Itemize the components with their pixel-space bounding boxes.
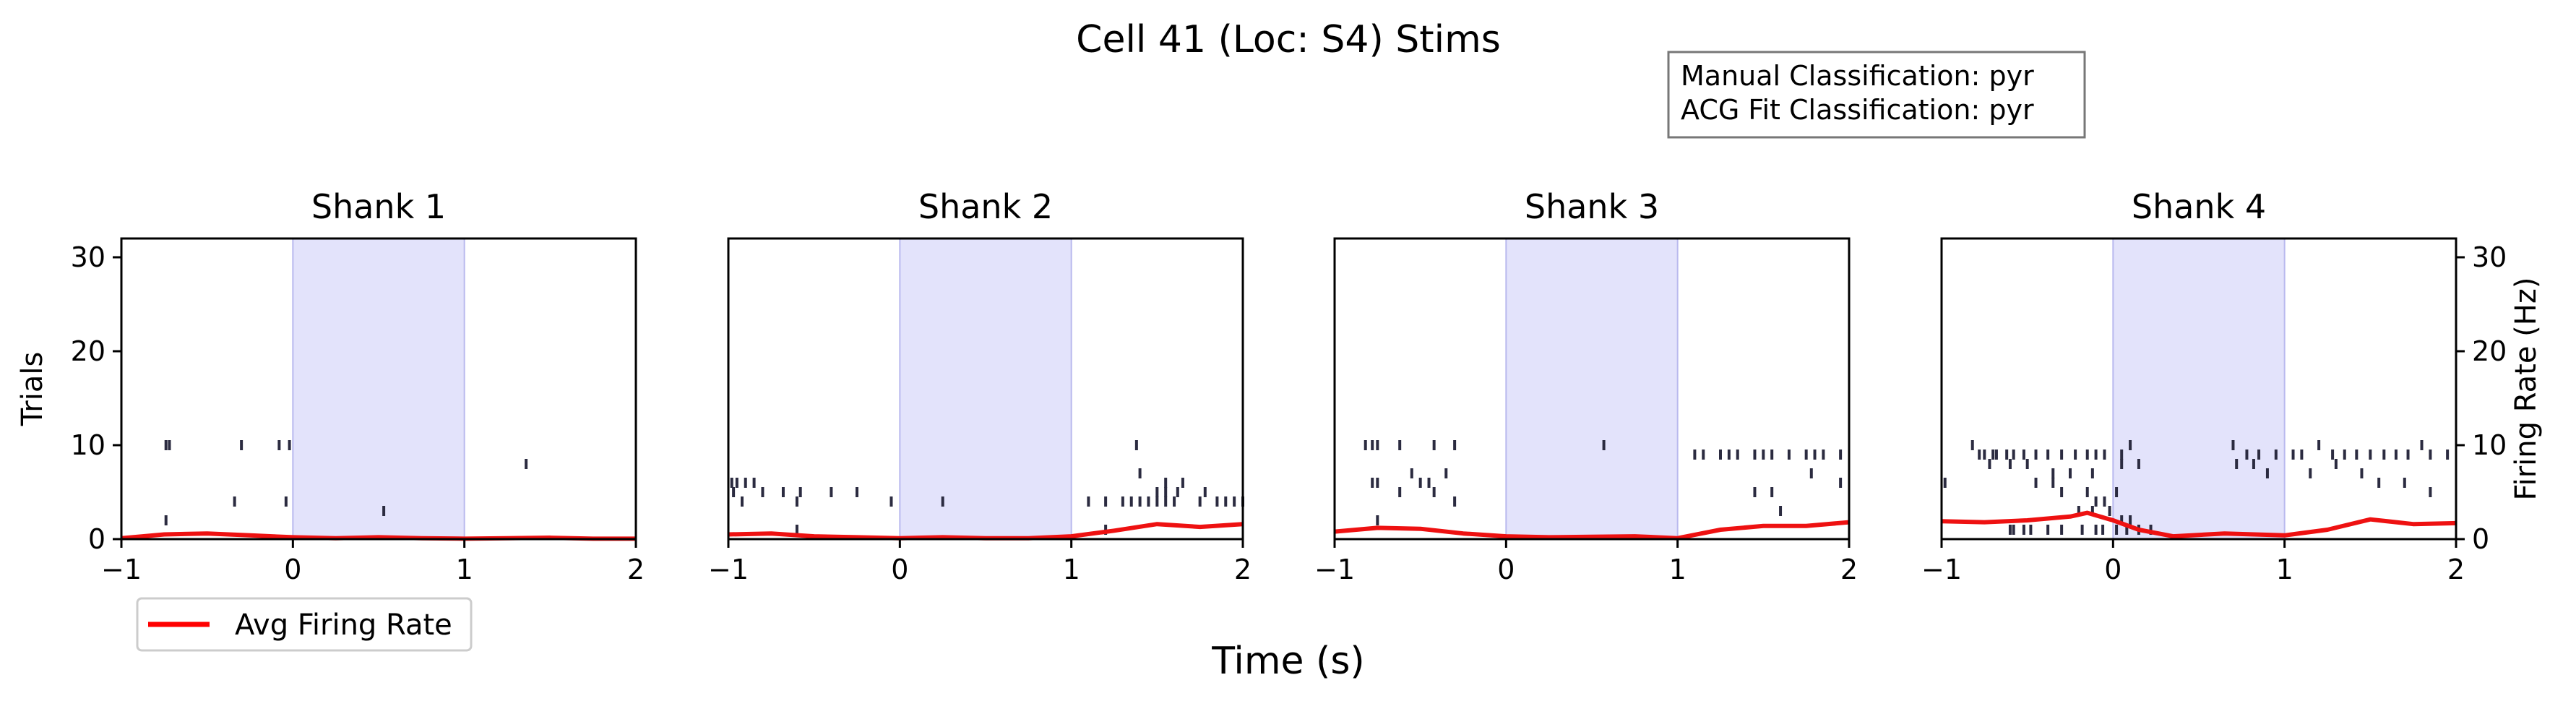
shank-1-title: Shank 1 <box>311 187 446 226</box>
y-tick-label: 10 <box>71 429 105 461</box>
axes-frame <box>1940 237 2457 541</box>
x-tick-label: 2 <box>1840 554 1858 585</box>
shank-2-panel: Shank 2 −1 0 1 2 <box>708 187 1252 585</box>
y-tick-label: 20 <box>2472 335 2507 367</box>
y-tick-label: 0 <box>2472 523 2489 555</box>
shank-3-panel: Shank 3 −1 0 1 2 <box>1314 187 1858 585</box>
x-tick-label: −1 <box>101 554 142 585</box>
x-tick-label: 0 <box>2104 554 2121 585</box>
x-tick-label: 1 <box>1669 554 1687 585</box>
axes-frame <box>727 237 1244 541</box>
stim-window <box>1506 238 1678 539</box>
y-tick-label: 10 <box>2472 429 2507 461</box>
shank-2-title: Shank 2 <box>918 187 1053 226</box>
trials-axis-label: Trials <box>16 352 49 427</box>
y-tick-label: 20 <box>71 335 105 367</box>
x-axis-label: Time (s) <box>1211 640 1364 683</box>
x-tick-label: 0 <box>891 554 908 585</box>
legend-frame <box>136 597 473 652</box>
legend-label: Avg Firing Rate <box>235 608 452 642</box>
stim-window <box>2113 238 2285 539</box>
shank-3-title: Shank 3 <box>1525 187 1659 226</box>
axes-frame <box>120 237 637 541</box>
stim-window <box>900 238 1072 539</box>
y-tick-label: 30 <box>2472 241 2507 273</box>
x-tick-label: 0 <box>284 554 301 585</box>
x-tick-label: 1 <box>456 554 473 585</box>
legend: Avg Firing Rate <box>136 597 473 652</box>
x-tick-label: 1 <box>2276 554 2293 585</box>
classification-box-frame <box>1667 51 2086 139</box>
avg-firing-rate-line <box>1334 520 1850 541</box>
shank-4-title: Shank 4 <box>2132 187 2266 226</box>
x-tick-label: 1 <box>1063 554 1080 585</box>
y-tick-label: 0 <box>88 523 105 555</box>
x-tick-label: 2 <box>627 554 645 585</box>
axes-frame <box>1333 237 1851 541</box>
x-tick-label: −1 <box>708 554 749 585</box>
stim-window <box>293 238 465 539</box>
x-tick-label: 0 <box>1497 554 1515 585</box>
y-tick-label: 30 <box>71 241 105 273</box>
avg-firing-rate-line <box>121 531 636 541</box>
x-tick-label: −1 <box>1921 554 1962 585</box>
x-tick-label: −1 <box>1314 554 1355 585</box>
x-tick-label: 2 <box>2447 554 2465 585</box>
classification-box: Manual Classification: pyr ACG Fit Class… <box>1667 51 2086 139</box>
acg-fit-classification: ACG Fit Classification: pyr <box>1681 94 2034 126</box>
manual-classification: Manual Classification: pyr <box>1681 60 2034 92</box>
figure-title: Cell 41 (Loc: S4) Stims <box>1076 18 1501 61</box>
x-tick-label: 2 <box>1234 554 1252 585</box>
avg-firing-rate-line <box>1941 510 2457 539</box>
firing-rate-axis-label: Firing Rate (Hz) <box>2510 278 2543 501</box>
